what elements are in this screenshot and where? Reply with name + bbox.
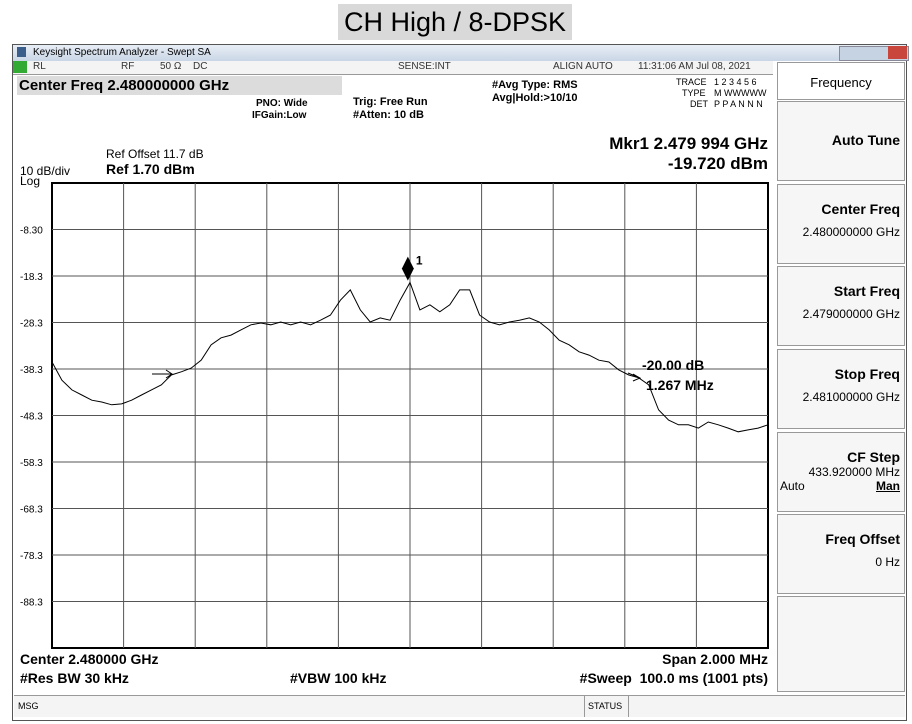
message-bar: MSG STATUS	[14, 695, 905, 717]
softkey-title: Frequency	[777, 62, 905, 100]
softkey-label: Freq Offset	[825, 531, 900, 547]
softkey-value: 0 Hz	[875, 555, 900, 569]
softkey-label: CF Step	[847, 449, 900, 465]
lxi-icon	[13, 61, 27, 73]
y-tick-label: -48.3	[20, 412, 43, 423]
softkey-value: 2.481000000 GHz	[802, 390, 900, 404]
det-label: DET	[690, 99, 708, 109]
softkey[interactable]: Start Freq 2.479000000 GHz	[777, 266, 905, 346]
ndb-arrow-right	[627, 372, 642, 382]
ndb-bandwidth: 1.267 MHz	[646, 377, 714, 393]
close-button[interactable]	[888, 46, 907, 59]
softkey-label: Auto Tune	[831, 132, 900, 148]
trace-label: TRACE	[676, 77, 707, 87]
ref-level: Ref 1.70 dBm	[106, 161, 195, 177]
softkey-value: 2.480000000 GHz	[802, 225, 900, 239]
y-tick-label: -28.3	[20, 319, 43, 330]
y-tick-label: -38.3	[20, 365, 43, 376]
app-icon	[17, 47, 26, 57]
title-bar: Keysight Spectrum Analyzer - Swept SA	[13, 45, 909, 61]
pno: PNO: Wide	[256, 98, 308, 109]
softkey[interactable]: CF Step 433.920000 MHz Auto Man	[777, 432, 905, 512]
softkey-label: Center Freq	[821, 201, 900, 217]
softkey[interactable]: Stop Freq 2.481000000 GHz	[777, 349, 905, 429]
ifgain: IFGain:Low	[252, 110, 307, 121]
y-tick-label: -18.3	[20, 272, 43, 283]
log-label: Log	[20, 174, 41, 188]
center-freq: Center Freq 2.480000000 GHz	[19, 77, 230, 94]
msg-label: MSG	[18, 701, 39, 711]
status-item: 50 Ω	[160, 61, 182, 72]
det-vals: P P A N N N	[714, 99, 763, 109]
softkey-option[interactable]: Man	[876, 479, 900, 493]
softkey[interactable]: Freq Offset 0 Hz	[777, 514, 905, 594]
scale: 10 dB/div	[20, 164, 71, 178]
marker-diamond	[401, 256, 414, 281]
divider	[584, 696, 585, 717]
avg-type: #Avg Type: RMS	[492, 79, 578, 91]
y-tick-label: -88.3	[20, 598, 43, 609]
status-item: SENSE:INT	[398, 61, 451, 72]
marker-label: 1	[416, 254, 423, 268]
menu-title: Frequency	[810, 75, 872, 90]
footer-sweep: #Sweep 100.0 ms (1001 pts)	[579, 670, 768, 686]
softkey-value: 2.479000000 GHz	[802, 307, 900, 321]
softkey[interactable]: Auto Tune	[777, 101, 905, 181]
footer-rbw: #Res BW 30 kHz	[20, 670, 129, 686]
footer-span: Span 2.000 MHz	[662, 651, 768, 667]
trace-nums: 1 2 3 4 5 6	[714, 77, 757, 87]
type-label: TYPE	[682, 88, 706, 98]
softkey-empty	[777, 596, 905, 692]
footer-center: Center 2.480000 GHz	[20, 651, 159, 667]
footer-vbw: #VBW 100 kHz	[290, 670, 387, 686]
y-tick-label: -8.30	[20, 226, 43, 237]
status-item: DC	[193, 61, 208, 72]
center-freq-bar: Center Freq 2.480000000 GHz	[17, 76, 342, 95]
status-item: RL	[33, 61, 46, 72]
y-tick-label: -78.3	[20, 551, 43, 562]
trig: Trig: Free Run	[353, 96, 428, 108]
ref-offset: Ref Offset 11.7 dB	[106, 147, 204, 161]
type-vals: M WWWWW	[714, 88, 767, 98]
status-item: RF	[121, 61, 135, 72]
y-tick-label: -68.3	[20, 505, 43, 516]
marker-level: -19.720 dBm	[667, 154, 768, 173]
softkey-option: Auto	[780, 479, 805, 493]
y-tick-label: -58.3	[20, 458, 43, 469]
ndb-arrow-left	[152, 369, 173, 379]
avg-hold: Avg|Hold:>10/10	[492, 92, 578, 104]
marker-freq: Mkr1 2.479 994 GHz	[609, 134, 768, 153]
page-title: CH High / 8-DPSK	[338, 4, 573, 40]
status-item: ALIGN AUTO	[553, 61, 613, 72]
status-label: STATUS	[588, 701, 623, 711]
app-title: Keysight Spectrum Analyzer - Swept SA	[33, 47, 211, 58]
divider	[628, 696, 629, 717]
status-item: 11:31:06 AM Jul 08, 2021	[638, 61, 751, 72]
status-row: RL RF 50 Ω DC SENSE:INT ALIGN AUTO 11:31…	[13, 61, 773, 75]
softkey[interactable]: Center Freq 2.480000000 GHz	[777, 184, 905, 264]
softkey-value: 433.920000 MHz	[808, 465, 900, 479]
softkey-label: Start Freq	[833, 283, 900, 299]
atten: #Atten: 10 dB	[353, 109, 424, 121]
ndb-level: -20.00 dB	[642, 357, 704, 373]
softkey-label: Stop Freq	[834, 366, 900, 382]
